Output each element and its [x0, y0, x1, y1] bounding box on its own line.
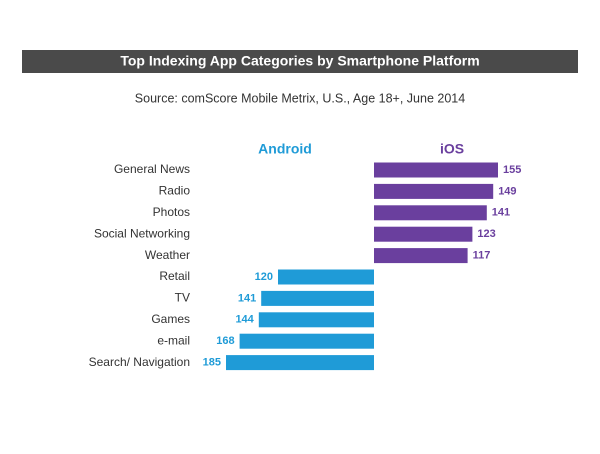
bar [374, 226, 473, 242]
value-label: 168 [216, 335, 234, 347]
bar [258, 312, 374, 328]
bar [374, 205, 487, 221]
value-label: 155 [503, 164, 521, 176]
bar [239, 333, 374, 349]
category-label: Search/ Navigation [89, 355, 190, 369]
chart-subtitle: Source: comScore Mobile Metrix, U.S., Ag… [135, 91, 465, 105]
bar [226, 355, 374, 371]
legend-label: iOS [440, 141, 464, 157]
category-label: General News [114, 162, 190, 176]
value-label: 141 [238, 292, 256, 304]
category-label: TV [175, 291, 190, 305]
value-label: 141 [492, 207, 510, 219]
category-label: Games [151, 312, 190, 326]
category-label: Radio [159, 184, 191, 198]
value-label: 120 [255, 271, 273, 283]
value-label: 149 [498, 185, 516, 197]
value-label: 185 [203, 357, 221, 369]
value-label: 117 [473, 250, 491, 262]
value-label: 123 [477, 228, 495, 240]
category-label: e-mail [157, 333, 190, 347]
category-label: Social Networking [94, 226, 190, 240]
bar [278, 269, 374, 285]
legend-label: Android [258, 141, 312, 157]
value-label: 144 [235, 314, 254, 326]
bar [374, 183, 494, 199]
bar [374, 248, 468, 264]
bar [261, 290, 374, 306]
category-label: Photos [153, 205, 190, 219]
category-label: Weather [145, 248, 190, 262]
chart-title: Top Indexing App Categories by Smartphon… [120, 53, 479, 69]
category-label: Retail [159, 269, 190, 283]
bar [374, 162, 498, 178]
title-band [22, 50, 578, 73]
